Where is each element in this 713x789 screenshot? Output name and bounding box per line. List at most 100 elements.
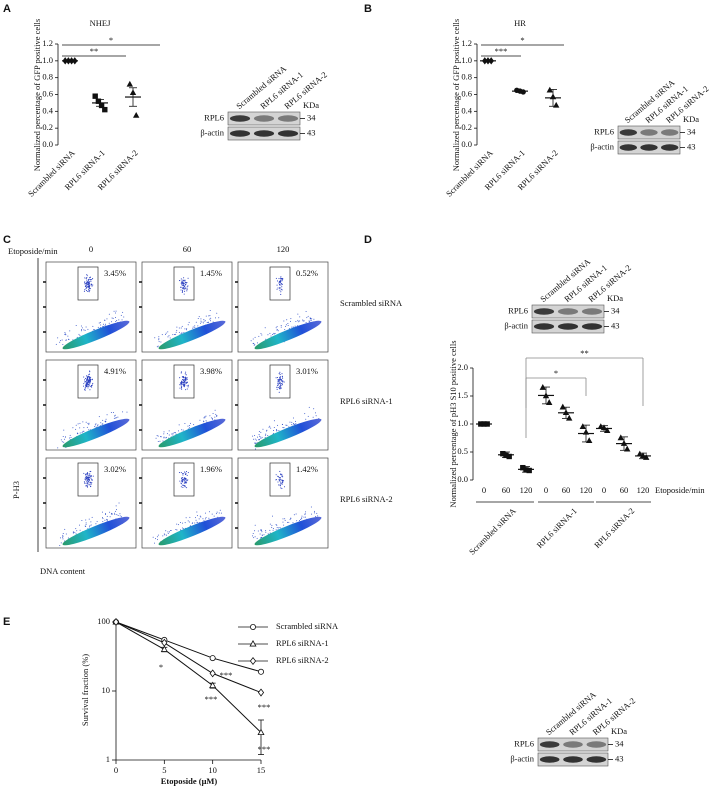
flow-event <box>282 518 284 520</box>
flow-event <box>295 513 297 515</box>
flow-event <box>272 515 274 517</box>
flow-event <box>280 482 282 485</box>
flow-event <box>163 437 165 439</box>
flow-event <box>181 429 183 431</box>
flow-event <box>209 315 211 317</box>
flow-event <box>85 381 87 383</box>
y-tick-label: 0.0 <box>461 139 472 149</box>
flow-event <box>264 327 266 329</box>
flow-event <box>183 332 185 334</box>
flow-event <box>108 322 110 324</box>
blot-band <box>557 308 579 315</box>
flow-event <box>115 505 117 507</box>
flow-event <box>187 386 189 388</box>
flow-event <box>278 373 280 375</box>
flow-event <box>89 476 91 479</box>
flow-event <box>105 418 107 420</box>
flow-event <box>254 344 256 346</box>
flow-event <box>79 427 81 429</box>
flow-event <box>279 527 281 529</box>
flow-event <box>202 420 204 422</box>
flow-event <box>272 432 274 434</box>
flow-event <box>197 325 199 327</box>
flow-event <box>99 321 101 323</box>
flow-event <box>174 334 176 336</box>
flow-event <box>203 417 205 419</box>
flow-event <box>259 435 261 437</box>
flow-event <box>210 417 212 419</box>
flow-event <box>274 332 276 334</box>
flow-event <box>204 417 206 419</box>
flow-event <box>114 312 116 314</box>
marker <box>623 445 631 452</box>
marker <box>161 638 168 647</box>
flow-event <box>87 279 90 281</box>
flow-event <box>88 281 91 283</box>
y-tick-label: 0.0 <box>457 474 468 484</box>
flow-event <box>59 341 61 343</box>
flow-event <box>116 319 118 321</box>
flow-density <box>158 516 226 546</box>
flow-event <box>84 281 86 283</box>
flow-event <box>158 341 160 343</box>
flow-event <box>288 521 290 523</box>
flow-event <box>186 385 188 387</box>
flow-event <box>182 286 184 288</box>
flow-event <box>254 336 256 338</box>
flow-event <box>62 534 64 536</box>
flow-event <box>278 386 280 389</box>
row-label: RPL6 siRNA-1 <box>340 396 393 406</box>
flow-event <box>182 279 184 281</box>
flow-event <box>178 471 181 474</box>
flow-event <box>282 482 284 484</box>
flow-event <box>297 321 299 323</box>
flow-event <box>280 293 282 296</box>
flow-event <box>160 436 162 438</box>
flow-event <box>184 376 186 378</box>
flow-event <box>173 432 175 434</box>
flow-event <box>208 511 210 513</box>
flow-event <box>276 284 278 286</box>
flow-event <box>91 385 93 387</box>
flow-event <box>300 518 302 520</box>
flow-event <box>57 447 59 449</box>
flow-event <box>62 536 64 538</box>
flow-event <box>184 385 186 387</box>
flow-event <box>97 326 99 328</box>
flow-event <box>302 320 304 322</box>
flow-event <box>115 321 117 323</box>
blot-mw: 34 <box>611 305 620 315</box>
flow-event <box>152 536 154 538</box>
flow-event <box>84 389 86 391</box>
flow-event <box>72 339 74 341</box>
flow-event <box>90 524 92 526</box>
flow-event <box>181 325 183 327</box>
blot-band <box>533 323 555 330</box>
flow-event <box>287 325 289 327</box>
flow-event <box>195 519 197 521</box>
flow-event <box>187 425 189 427</box>
flow-density <box>62 320 130 350</box>
x-tick-label: 15 <box>257 765 266 775</box>
flow-event <box>114 415 116 417</box>
blot-band <box>253 130 275 137</box>
flow-event <box>185 471 187 473</box>
flow-event <box>280 481 282 483</box>
flow-event <box>275 474 277 476</box>
flow-event <box>84 474 87 476</box>
flow-event <box>163 436 165 438</box>
flow-event <box>175 529 177 531</box>
y-tick-label: 0.6 <box>42 88 53 98</box>
x-tick-label: 120 <box>580 485 593 495</box>
marker <box>249 624 256 631</box>
annotation: *** <box>258 702 271 712</box>
flow-event <box>185 378 187 380</box>
x-tick-label: 10 <box>208 765 217 775</box>
chart-title: HR <box>514 18 526 28</box>
flow-event <box>106 515 108 517</box>
flow-event <box>91 516 93 518</box>
flow-event <box>91 483 93 485</box>
flow-event <box>185 329 187 331</box>
flow-event <box>114 513 116 515</box>
